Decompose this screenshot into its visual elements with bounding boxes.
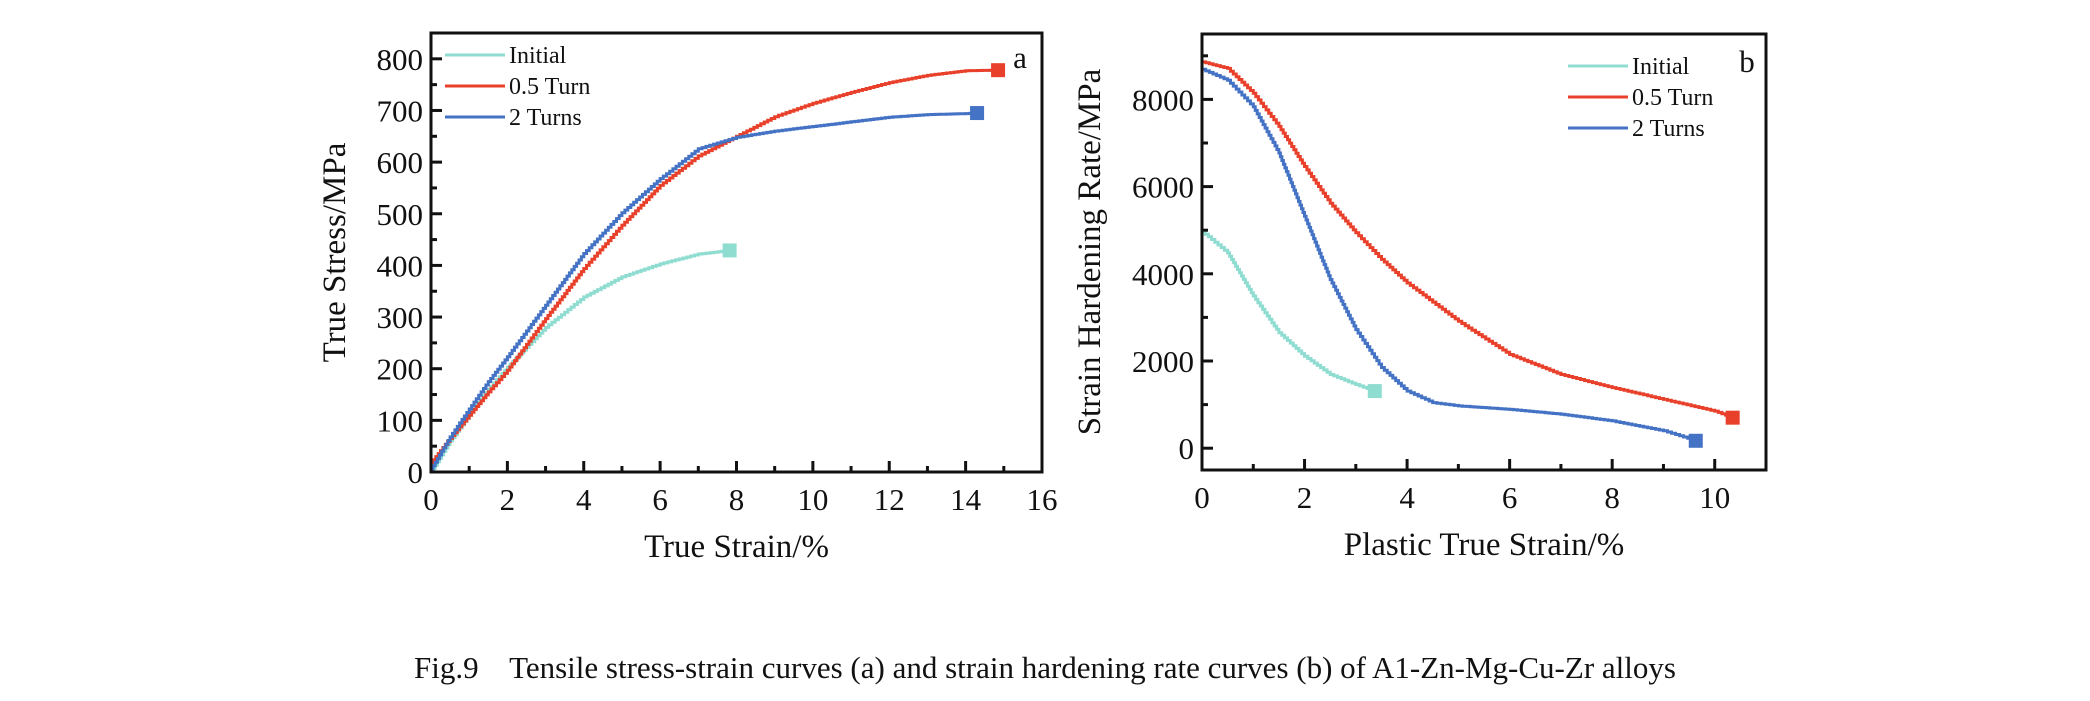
x-tick-label: 4 xyxy=(1399,480,1415,515)
y-tick-label: 200 xyxy=(377,352,424,387)
x-tick-label: 12 xyxy=(874,482,905,517)
series-line-0-5-turn xyxy=(1202,60,1735,418)
series-end-marker-0-5-turn xyxy=(1725,410,1740,425)
legend: Initial 0.5 Turn 2 Turns xyxy=(445,43,590,131)
chart-panel-b: 0 2 4 6 8 10 0 2000 4000 6000 8000 Plastic True Str… xyxy=(1072,32,1768,563)
legend-label: 0.5 Turn xyxy=(509,74,590,100)
y-tick-label: 100 xyxy=(377,403,424,438)
legend-label: 0.5 Turn xyxy=(1632,85,1713,111)
x-tick-label: 16 xyxy=(1027,482,1058,517)
y-tick-label: 4000 xyxy=(1132,257,1194,292)
y-tick-label: 2000 xyxy=(1132,344,1194,379)
y-tick-label: 0 xyxy=(408,455,424,490)
series-end-marker-2-turns xyxy=(1688,433,1703,448)
x-axis-label: True Strain/% xyxy=(644,529,829,565)
series-end-marker-2-turns xyxy=(970,106,985,121)
panel-label: a xyxy=(1013,40,1027,75)
chart-panel-a: 0 2 4 6 8 10 12 14 16 0 100 200 300 400 500 600 700 800 Tr… xyxy=(317,31,1058,565)
x-tick-label: 14 xyxy=(950,482,982,517)
y-tick-label: 0 xyxy=(1179,431,1195,466)
plot-frame xyxy=(1200,32,1768,472)
figure-caption: Fig.9 Tensile stress-strain curves (a) a… xyxy=(414,650,1676,685)
y-tick-label: 500 xyxy=(377,197,424,232)
panel-label: b xyxy=(1739,44,1755,79)
y-tick-label: 6000 xyxy=(1132,170,1194,205)
x-axis-label: Plastic True Strain/% xyxy=(1344,527,1625,563)
y-tick-label: 700 xyxy=(377,93,424,128)
series-line-initial xyxy=(1202,230,1377,392)
series-line-2-turns xyxy=(431,111,979,471)
x-tick-label: 4 xyxy=(576,482,592,517)
series-group xyxy=(431,63,1006,474)
y-tick-label: 300 xyxy=(377,300,424,335)
legend-label: Initial xyxy=(1632,54,1690,80)
legend-label: 2 Turns xyxy=(509,105,582,131)
x-tick-label: 10 xyxy=(1699,480,1730,515)
legend-label: 2 Turns xyxy=(1632,116,1705,142)
y-axis-label: True Stress/MPa xyxy=(317,142,353,362)
series-end-marker-0-5-turn xyxy=(991,63,1006,78)
x-tick-label: 6 xyxy=(1502,480,1518,515)
x-tick-label: 0 xyxy=(1194,480,1210,515)
x-tick-label: 2 xyxy=(500,482,516,517)
legend-label: Initial xyxy=(509,43,567,69)
x-tick-label: 8 xyxy=(729,482,745,517)
series-end-marker-initial xyxy=(722,243,737,258)
y-tick-label: 600 xyxy=(377,145,424,180)
series-line-2-turns xyxy=(1202,67,1698,441)
series-line-initial xyxy=(431,249,732,474)
y-tick-label: 400 xyxy=(377,248,424,283)
series-end-marker-initial xyxy=(1367,384,1382,399)
x-tick-label: 2 xyxy=(1297,480,1313,515)
x-tick-label: 6 xyxy=(652,482,668,517)
y-tick-label: 8000 xyxy=(1132,82,1194,117)
x-tick-label: 8 xyxy=(1604,480,1620,515)
x-tick-label: 10 xyxy=(797,482,828,517)
y-axis-label: Strain Hardening Rate/MPa xyxy=(1072,68,1108,435)
series-line-0-5-turn xyxy=(431,68,1000,465)
legend: Initial 0.5 Turn 2 Turns xyxy=(1568,54,1713,142)
series-group xyxy=(1202,60,1740,448)
x-tick-label: 0 xyxy=(423,482,439,517)
y-tick-label: 800 xyxy=(377,42,424,77)
